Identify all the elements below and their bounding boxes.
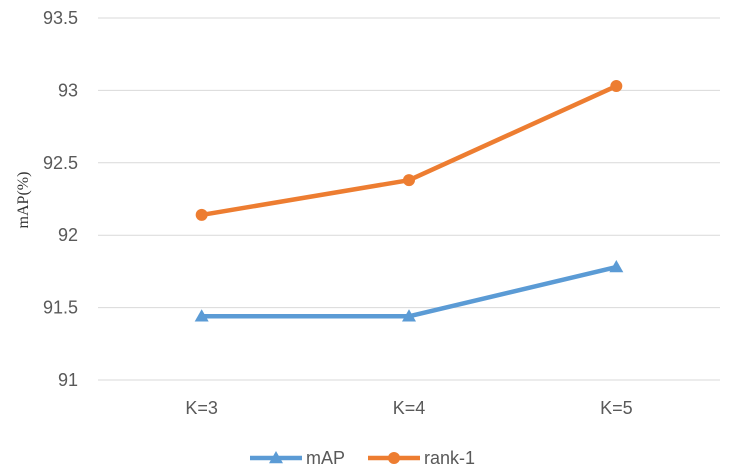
series-lines — [194, 80, 624, 322]
y-tick-label: 92.5 — [43, 153, 78, 173]
y-tick-label: 91.5 — [43, 298, 78, 318]
legend-label: rank-1 — [424, 448, 475, 468]
legend-label: mAP — [306, 448, 345, 468]
series-line — [199, 264, 619, 319]
series-rank-1 — [195, 80, 623, 221]
data-point — [402, 309, 416, 322]
gridlines — [98, 17, 720, 381]
data-point — [195, 208, 208, 221]
y-tick-labels: 91 91.5 92 92.5 93 93.5 — [43, 8, 78, 390]
y-tick-label: 93.5 — [43, 8, 78, 28]
x-tick-label: K=4 — [393, 398, 426, 418]
legend-item-mAP: mAP — [250, 448, 345, 468]
data-point — [610, 80, 623, 93]
y-tick-label: 92 — [58, 225, 78, 245]
y-tick-label: 91 — [58, 370, 78, 390]
series-line — [199, 83, 619, 218]
legend-item-rank-1: rank-1 — [368, 448, 475, 468]
data-point — [609, 260, 624, 273]
x-tick-label: K=5 — [600, 398, 633, 418]
legend: mAP rank-1 — [250, 448, 475, 468]
x-tick-labels: K=3 K=4 K=5 — [185, 398, 632, 418]
legend-marker — [388, 452, 400, 464]
y-tick-label: 93 — [58, 80, 78, 100]
data-point — [403, 174, 415, 187]
series-mAP — [194, 260, 624, 322]
data-point — [194, 309, 209, 322]
x-tick-label: K=3 — [185, 398, 218, 418]
y-axis-label: mAP(%) — [15, 172, 32, 229]
legend-marker — [269, 451, 283, 464]
